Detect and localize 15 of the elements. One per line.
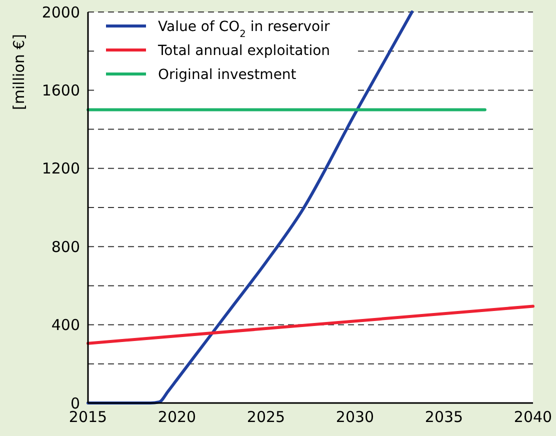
y-tick-label: 800 xyxy=(51,238,80,256)
legend-label: Total annual exploitation xyxy=(157,42,330,59)
x-tick-label: 2020 xyxy=(158,408,196,426)
x-tick-label: 2040 xyxy=(514,408,552,426)
y-tick-label: 2000 xyxy=(42,3,80,22)
y-tick-label: 1600 xyxy=(42,81,80,100)
legend-label: Value of CO$_{2}$ in reservoir xyxy=(158,18,330,40)
x-tick-label: 2015 xyxy=(68,408,108,426)
y-tick-label: 1200 xyxy=(42,160,80,178)
x-tick-label: 2030 xyxy=(336,408,374,426)
x-tick-label: 2025 xyxy=(246,408,286,426)
y-tick-label: 400 xyxy=(51,316,80,334)
legend-label: Original investment xyxy=(158,66,297,83)
y-axis-title: [million €] xyxy=(10,34,28,110)
x-tick-label: 2035 xyxy=(424,408,464,426)
